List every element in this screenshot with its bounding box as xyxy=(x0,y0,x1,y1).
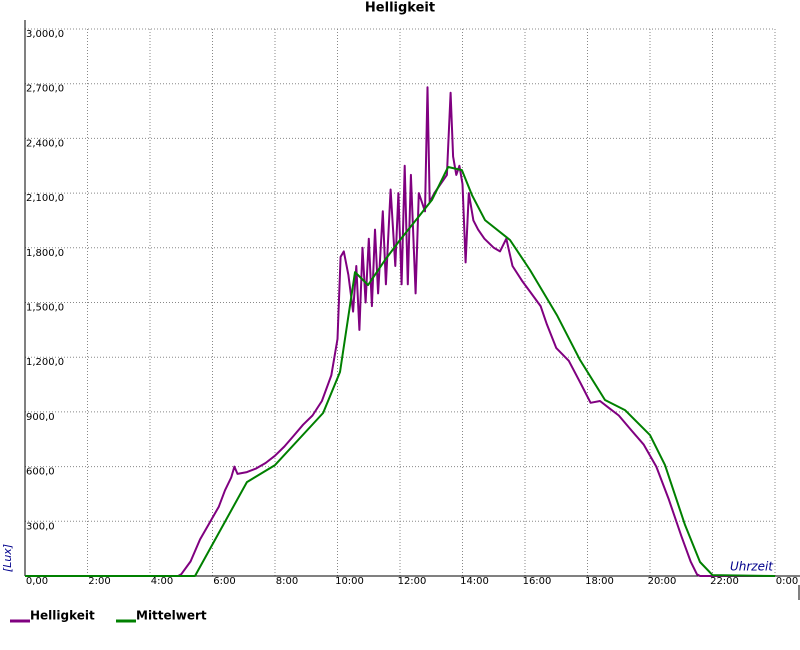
x-tick-label: 20:00 xyxy=(648,576,677,587)
y-tick-label: 1,500,0 xyxy=(26,303,64,314)
x-tick-label: 8:00 xyxy=(276,576,298,587)
y-axis-label: [Lux] xyxy=(1,544,14,572)
x-tick-label: 0:00 xyxy=(776,576,798,587)
y-tick-label: 2,700,0 xyxy=(26,84,64,95)
y-tick-label: 1,200,0 xyxy=(26,357,64,368)
y-tick-label: 300,0 xyxy=(26,521,55,532)
data-line xyxy=(25,166,776,577)
y-tick-label: 1,800,0 xyxy=(26,248,64,259)
y-tick-label: 600,0 xyxy=(26,467,55,478)
x-tick-label: 0,00 xyxy=(26,576,48,587)
x-tick-label: 12:00 xyxy=(398,576,427,587)
x-tick-label: 2:00 xyxy=(88,576,110,587)
x-tick-label: 10:00 xyxy=(335,576,364,587)
x-tick-label: 6:00 xyxy=(213,576,235,587)
data-line xyxy=(25,86,775,577)
y-tick-label: 2,100,0 xyxy=(26,193,64,204)
x-tick-label: 22:00 xyxy=(710,576,739,587)
x-tick-label: 18:00 xyxy=(585,576,614,587)
legend-label: Mittelwert xyxy=(136,609,207,623)
x-tick-label: 14:00 xyxy=(460,576,489,587)
x-tick-label: 4:00 xyxy=(151,576,173,587)
x-tick-label: 16:00 xyxy=(523,576,552,587)
y-tick-label: 3,000,0 xyxy=(26,29,64,40)
y-tick-label: 900,0 xyxy=(26,412,55,423)
x-axis-label: Uhrzeit xyxy=(730,560,774,574)
y-tick-label: 2,400,0 xyxy=(26,138,64,149)
chart-title: Helligkeit xyxy=(365,1,435,16)
legend-label: Helligkeit xyxy=(30,609,95,623)
